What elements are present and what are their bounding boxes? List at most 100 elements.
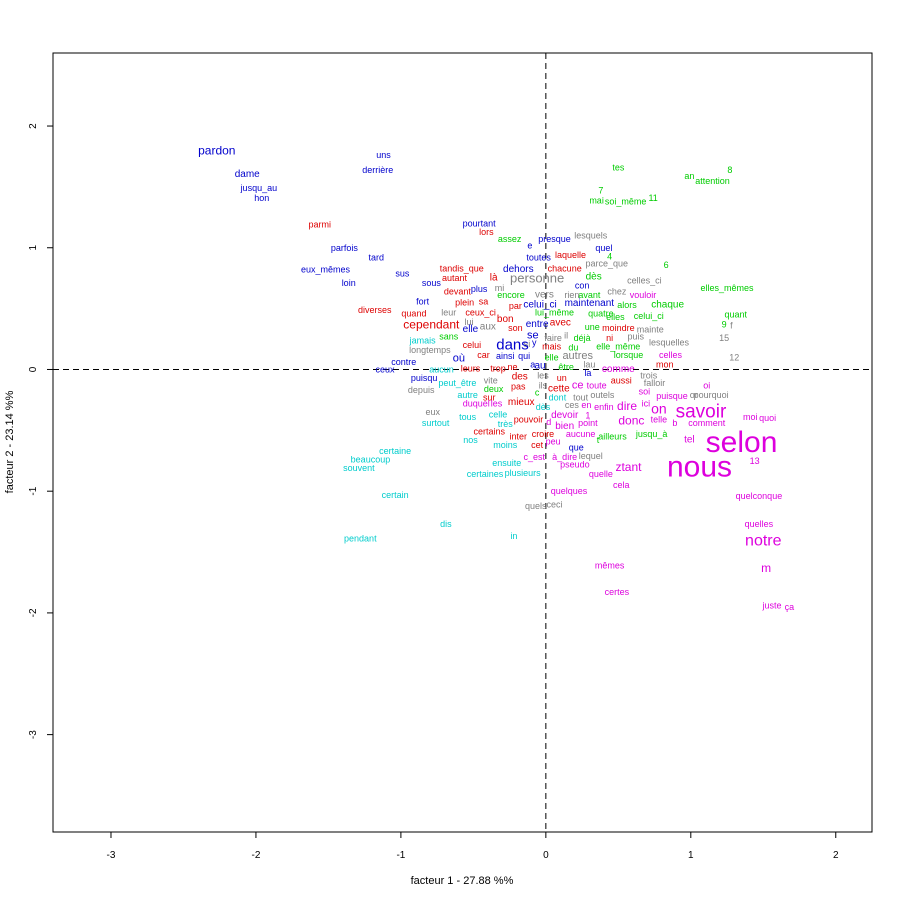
- point-label: puisque: [656, 391, 688, 401]
- point-label: à_dire: [552, 452, 577, 462]
- point-label: une: [585, 322, 600, 332]
- point-label: pas: [511, 382, 526, 392]
- point-label: m: [761, 561, 771, 575]
- x-tick-label: -1: [396, 850, 405, 861]
- point-label: faire: [544, 333, 562, 343]
- point-label: aussi: [611, 375, 632, 385]
- point-label: contre: [391, 357, 416, 367]
- point-label: ceux: [375, 364, 395, 374]
- point-label: donc: [618, 414, 644, 428]
- point-label: plusieurs: [505, 468, 542, 478]
- point-label: aucun: [429, 364, 454, 374]
- point-label: quatre: [588, 308, 614, 318]
- point-label: chez: [607, 287, 627, 297]
- point-label: falloir: [644, 378, 666, 388]
- point-label: quelle: [589, 469, 613, 479]
- point-label: devoir: [551, 410, 579, 421]
- point-label: tous: [459, 412, 477, 422]
- point-label: jamais: [409, 335, 437, 345]
- point-label: peut_être: [438, 378, 476, 388]
- point-label: lui: [465, 317, 474, 327]
- point-label: duquel: [463, 399, 490, 409]
- point-label: 4: [607, 251, 612, 261]
- point-label: peu: [546, 436, 561, 446]
- y-axis: -3 -2 -1 0 1 2: [28, 123, 53, 739]
- point-label: souvent: [343, 463, 375, 473]
- point-label: bon: [497, 314, 514, 325]
- point-label: pendant: [344, 534, 377, 544]
- point-label: quant: [724, 310, 747, 320]
- point-label: dès: [536, 402, 551, 412]
- point-label: attention: [695, 176, 730, 186]
- point-label: b: [672, 418, 677, 428]
- point-label: mi: [495, 283, 505, 293]
- point-label: lorsque: [614, 350, 644, 360]
- point-label: dame: [235, 169, 260, 180]
- point-label: lui_même: [535, 307, 574, 317]
- point-label: celui: [463, 340, 482, 350]
- point-label: plein: [455, 298, 474, 308]
- point-label: elle: [545, 352, 559, 362]
- point-label: tes: [612, 162, 625, 172]
- point-label: mieux: [508, 397, 535, 408]
- point-label: elles: [606, 312, 625, 322]
- point-label: outels: [590, 390, 615, 400]
- point-label: jusqu_à: [635, 429, 668, 439]
- point-label: aucune: [566, 429, 596, 439]
- point-label: pouvoir: [514, 414, 544, 424]
- point-label: juste: [761, 601, 781, 611]
- point-label: dehors: [503, 264, 534, 275]
- point-label: c_est: [523, 452, 545, 462]
- point-label: entre: [526, 319, 549, 330]
- point-label: parmi: [308, 220, 331, 230]
- point-label: y: [532, 338, 537, 348]
- point-label: dont: [549, 392, 567, 402]
- point-label: il: [564, 330, 568, 340]
- point-label: certain: [382, 490, 409, 500]
- point-label: 6: [664, 260, 669, 270]
- point-label: quoi: [759, 413, 776, 423]
- point-label: aux: [480, 321, 496, 332]
- point-label: notre: [745, 533, 782, 550]
- point-label: 11: [648, 193, 657, 203]
- point-label: ici: [642, 399, 651, 409]
- point-label: des: [512, 371, 528, 382]
- point-label: moi: [743, 412, 758, 422]
- point-label: mai: [589, 195, 604, 205]
- point-label: pourtant: [463, 218, 497, 228]
- plot-frame: [52, 52, 873, 833]
- point-label: celles_ci: [627, 276, 662, 286]
- point-label: on: [651, 400, 667, 416]
- x-tick-label: -3: [107, 850, 116, 861]
- point-label: mainte: [637, 324, 664, 334]
- point-label: très: [498, 419, 514, 429]
- point-label: toute: [587, 380, 607, 390]
- x-tick-label: 1: [688, 850, 694, 861]
- point-label: trois: [640, 371, 658, 381]
- point-label: certes: [605, 587, 630, 597]
- point-label: encore: [497, 290, 525, 300]
- point-label: quel: [595, 243, 612, 253]
- point-label: quelles: [745, 519, 774, 529]
- point-label: ainsi: [496, 351, 515, 361]
- point-label: chacune: [548, 263, 582, 273]
- point-label: ailleurs: [598, 431, 627, 441]
- point-label: mais: [542, 341, 562, 351]
- x-tick-label: -2: [251, 850, 260, 861]
- point-label: son: [508, 323, 523, 333]
- point-label: oi: [703, 380, 710, 390]
- point-label: certaines: [467, 469, 504, 479]
- point-label: laquelle: [555, 250, 586, 260]
- point-label: elle: [463, 324, 479, 335]
- point-label: in: [510, 531, 517, 541]
- point-label: presque: [538, 234, 571, 244]
- point-label: nos: [463, 435, 478, 445]
- point-label: ceci: [547, 500, 563, 510]
- x-axis-title: facteur 1 - 27.88 %%: [411, 875, 514, 887]
- y-tick-label: -1: [28, 486, 39, 495]
- point-label: vouloir: [630, 290, 657, 300]
- point-label: lau: [583, 360, 595, 370]
- point-label: inter: [510, 431, 528, 441]
- x-tick-label: 2: [833, 850, 839, 861]
- point-label: or: [690, 390, 698, 400]
